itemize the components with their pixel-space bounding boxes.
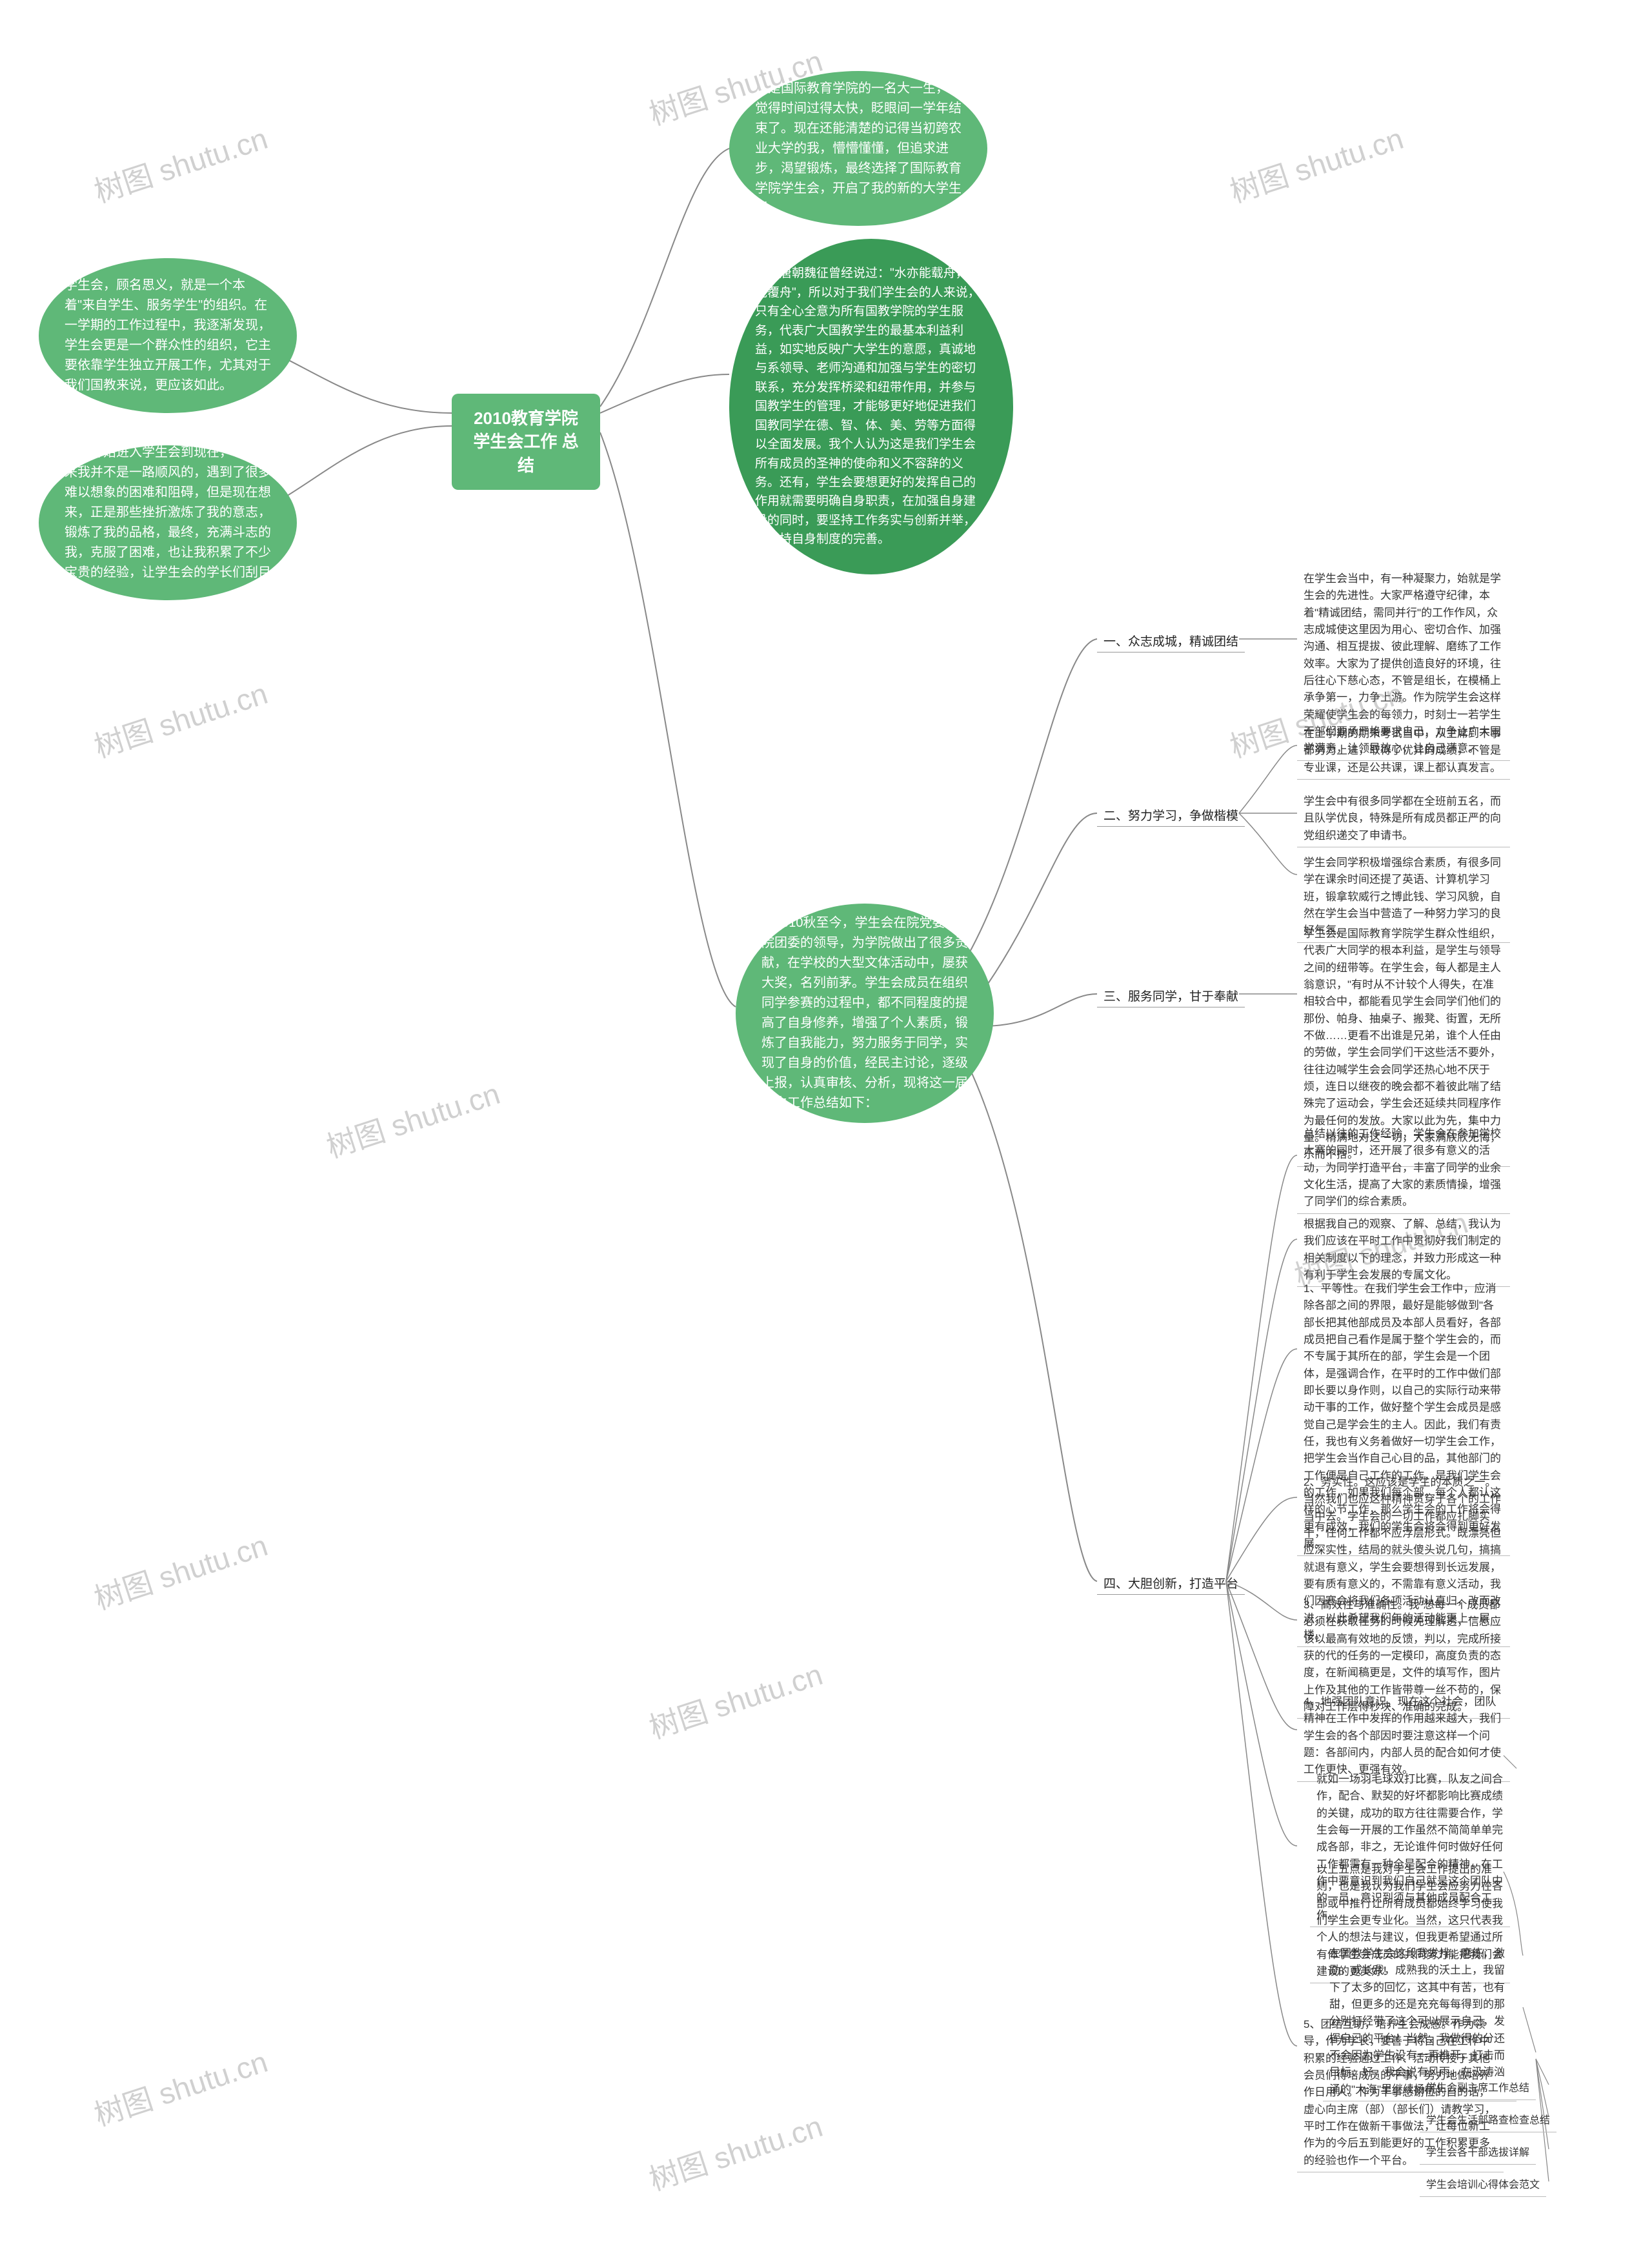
left-node-2-text: 从刚开始进入学生会到现在，一路走来我并不是一路顺风的，遇到了很多难以想象的困难和… — [65, 443, 271, 603]
s4-sub-item-0: 学生会副主席工作总结 — [1420, 2078, 1536, 2100]
right-top-1: 我是国际教育学院的一名大一生，总觉得时间过得太快，眨眼间一学年结束了。现在还能清… — [729, 71, 987, 226]
right-big-text: 自2010秋至今，学生会在院党委、院团委的领导，为学院做出了很多贡献，在学校的大… — [761, 913, 968, 1113]
root-title: 2010教育学院学生会工作 总结 — [473, 409, 578, 475]
right-big: 自2010秋至今，学生会在院党委、院团委的领导，为学院做出了很多贡献，在学校的大… — [736, 904, 994, 1123]
s4-sub-item-3: 学生会培训心得体会范文 — [1420, 2175, 1546, 2197]
right-top-2: 记得唐朝魏征曾经说过："水亦能载舟，亦能覆舟"，所以对于我们学生会的人来说，只有… — [729, 239, 1013, 574]
left-node-1-text: 学生会，顾名思义，就是一个本着"来自学生、服务学生"的组织。在一学期的工作过程中… — [65, 276, 271, 396]
s2-leaf-0: 在上学期的期末考试当中，从主席到干事都努力上进，取得了优异的成绩，不管是专业课，… — [1297, 723, 1510, 780]
s4-sub-item-1: 学生会生活部路查检查总结 — [1420, 2110, 1556, 2132]
s4-sub-item-2: 学生会各干部选拔详解 — [1420, 2143, 1536, 2165]
s2-leaf-1: 学生会中有很多同学都在全班前五名，而且队学优良，特殊是所有成员都正严的向党组织递… — [1297, 791, 1510, 847]
left-node-2: 从刚开始进入学生会到现在，一路走来我并不是一路顺风的，遇到了很多难以想象的困难和… — [39, 445, 297, 600]
root-node[interactable]: 2010教育学院学生会工作 总结 — [452, 394, 600, 490]
right-top-2-text: 记得唐朝魏征曾经说过："水亦能载舟，亦能覆舟"，所以对于我们学生会的人来说，只有… — [755, 264, 987, 549]
s4-intro-0: 总结以往的工作经验，学生会在参加学校大赛的同时，还开展了很多有意义的活动，为同学… — [1297, 1123, 1510, 1214]
left-node-1: 学生会，顾名思义，就是一个本着"来自学生、服务学生"的组织。在一学期的工作过程中… — [39, 258, 297, 413]
s4-intro-1: 根据我自己的观察、了解、总结，我认为我们应该在平时工作中贯彻好我们制定的相关制度… — [1297, 1213, 1510, 1287]
right-top-1-text: 我是国际教育学院的一名大一生，总觉得时间过得太快，眨眼间一学年结束了。现在还能清… — [755, 79, 962, 219]
